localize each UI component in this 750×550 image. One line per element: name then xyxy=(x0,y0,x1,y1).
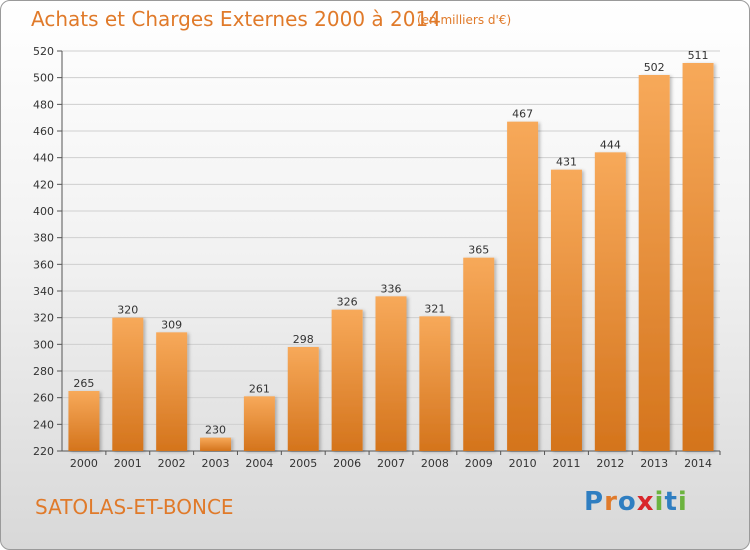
y-tick-label: 300 xyxy=(33,338,54,351)
bar xyxy=(156,332,188,451)
data-label: 502 xyxy=(644,61,665,74)
data-label: 320 xyxy=(117,304,138,317)
data-label: 230 xyxy=(205,424,226,437)
x-tick-label: 2006 xyxy=(333,457,361,470)
x-tick-label: 2000 xyxy=(70,457,98,470)
bar xyxy=(68,391,100,451)
bar xyxy=(200,437,232,451)
data-labels: 265 320 309 230 261 298 326 336 321 365 467 431 444 5… xyxy=(73,49,708,437)
data-label: 265 xyxy=(73,377,94,390)
data-label: 511 xyxy=(688,49,709,62)
data-label: 365 xyxy=(468,244,489,257)
y-tick-label: 320 xyxy=(33,312,54,325)
y-tick-label: 380 xyxy=(33,232,54,245)
bar xyxy=(507,121,539,452)
logo-letter: r xyxy=(604,487,618,517)
bar xyxy=(243,396,275,451)
bar xyxy=(638,75,670,451)
x-tick-label: 2001 xyxy=(114,457,142,470)
x-tick-label: 2011 xyxy=(552,457,580,470)
logo-letter: P xyxy=(584,487,605,517)
x-tick-label: 2002 xyxy=(158,457,186,470)
x-tick-label: 2009 xyxy=(465,457,493,470)
bar xyxy=(419,316,451,451)
bar xyxy=(331,309,363,451)
chart-title: Achats et Charges Externes 2000 à 2014 xyxy=(31,7,441,31)
x-tick-label: 2008 xyxy=(421,457,449,470)
bar xyxy=(682,63,714,451)
y-tick-labels: 220 240 260 280 300 320 340 360 380 400 420 440 460 4… xyxy=(33,45,54,458)
y-tick-label: 400 xyxy=(33,205,54,218)
x-tick-label: 2004 xyxy=(245,457,273,470)
commune-name: SATOLAS-ET-BONCE xyxy=(35,495,234,519)
data-label: 298 xyxy=(293,333,314,346)
data-label: 444 xyxy=(600,138,621,151)
y-tick-label: 520 xyxy=(33,45,54,58)
data-label: 309 xyxy=(161,318,182,331)
logo-letter: x xyxy=(636,487,655,517)
x-tick-label: 2012 xyxy=(596,457,624,470)
x-tick-label: 2003 xyxy=(202,457,230,470)
logo-letter: i xyxy=(654,487,665,517)
logo-letter: t xyxy=(664,487,678,517)
chart-subtitle: (en milliers d'€) xyxy=(417,13,512,27)
bar xyxy=(550,169,582,451)
bar xyxy=(287,347,319,451)
data-label: 326 xyxy=(337,296,358,309)
data-label: 321 xyxy=(424,302,445,315)
bar xyxy=(594,152,626,452)
y-tick-label: 220 xyxy=(33,445,54,458)
data-label: 261 xyxy=(249,382,270,395)
y-tick-label: 240 xyxy=(33,418,54,431)
y-tick-label: 360 xyxy=(33,258,54,271)
bar xyxy=(112,317,144,451)
logo-letter: i xyxy=(677,487,688,517)
data-label: 467 xyxy=(512,108,533,121)
y-tick-label: 420 xyxy=(33,178,54,191)
bar xyxy=(375,296,407,451)
x-tick-label: 2007 xyxy=(377,457,405,470)
proxiti-logo: Proxiti xyxy=(584,487,688,517)
x-tick-label: 2005 xyxy=(289,457,317,470)
x-tick-label: 2013 xyxy=(640,457,668,470)
y-tick-label: 340 xyxy=(33,285,54,298)
y-tick-label: 460 xyxy=(33,125,54,138)
logo-letter: o xyxy=(617,487,637,517)
data-label: 431 xyxy=(556,156,577,169)
y-tick-label: 260 xyxy=(33,392,54,405)
y-tick-label: 480 xyxy=(33,98,54,111)
x-tick-label: 2014 xyxy=(684,457,712,470)
x-tick-labels: 2000 2001 2002 2003 2004 2005 2006 2007 2008 2009… xyxy=(70,451,721,470)
y-tick-label: 280 xyxy=(33,365,54,378)
x-tick-label: 2010 xyxy=(509,457,537,470)
bar xyxy=(463,257,495,451)
y-tick-label: 440 xyxy=(33,152,54,165)
bars xyxy=(68,63,714,452)
y-tick-label: 500 xyxy=(33,72,54,85)
data-label: 336 xyxy=(381,282,402,295)
